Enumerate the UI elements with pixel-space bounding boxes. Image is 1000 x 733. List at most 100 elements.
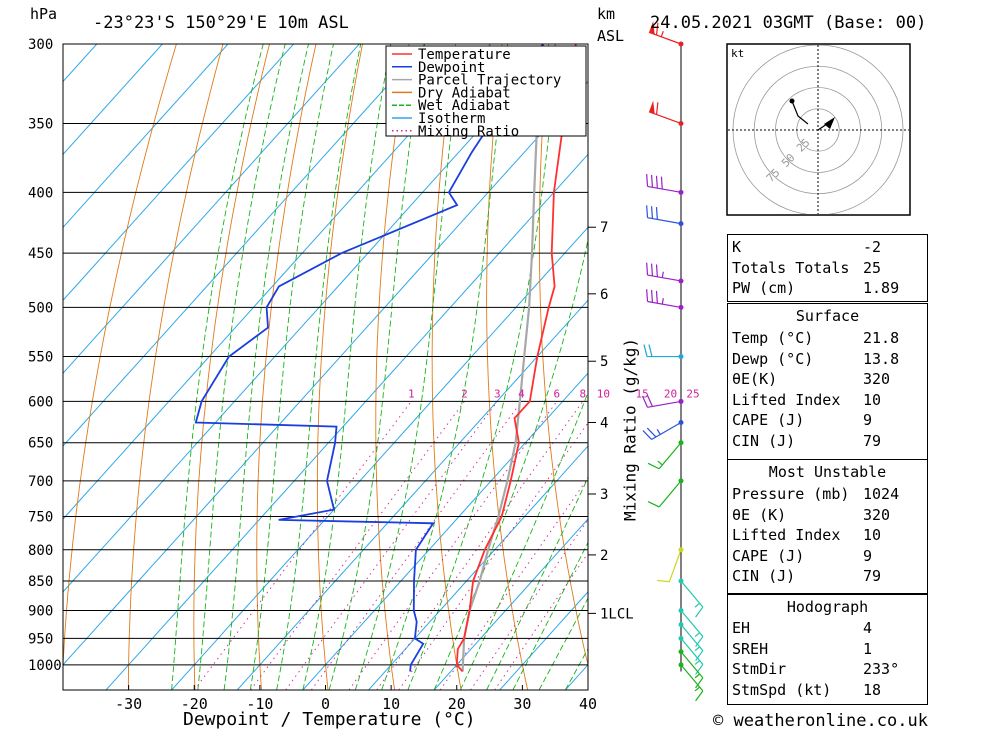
isotherm-line (63, 44, 557, 593)
dry-adiabat-line (256, 44, 317, 690)
isotherm-line (63, 44, 163, 156)
wind-barb (647, 440, 684, 470)
surface-row: θE(K) 320 (732, 370, 891, 389)
wet-adiabat-line (302, 44, 392, 690)
dry-adiabat-line (486, 44, 529, 690)
mixing-ratio-line (285, 401, 498, 690)
wind-barb (678, 635, 704, 675)
mixing-ratio-label: 6 (553, 387, 560, 400)
indices-panel-hodograph: Hodograph EH 4 SREH 1 StmDir 233° StmSpd (k… (727, 594, 928, 705)
mixing-ratio-line (193, 401, 412, 690)
datetime-title: 24.05.2021 03GMT (Base: 00) (650, 13, 927, 33)
legend-label: Temperature (418, 47, 511, 63)
most-unstable-row: Pressure (mb) 1024 (732, 485, 900, 503)
legend-box (385, 45, 587, 137)
dry-adiabat-line (63, 44, 177, 674)
legend-label: Dewpoint (418, 60, 485, 76)
km-tick-label: 5 (600, 354, 608, 370)
index-row-totals: Totals Totals 25 (732, 258, 882, 277)
isotherm-line (63, 44, 98, 83)
pressure-tick-label: 850 (28, 574, 53, 590)
mixing-ratio-label: 4 (518, 387, 525, 400)
dry-adiabat-line (193, 44, 270, 690)
x-tick-label: -20 (181, 695, 208, 713)
dry-adiabat-line (967, 44, 1000, 690)
pressure-tick-label: 450 (28, 246, 53, 262)
pressure-tick-label: 700 (28, 474, 53, 490)
wind-barb (657, 547, 684, 583)
isotherm-line (63, 80, 588, 666)
surface-row: Lifted Index 10 (732, 390, 882, 409)
wet-adiabat-line (459, 391, 588, 690)
hodograph-unit: kt (731, 47, 744, 60)
wind-barb (678, 578, 704, 618)
km-tick-label: 4 (600, 415, 608, 431)
wind-barb (646, 174, 684, 195)
km-tick-label: 6 (600, 287, 608, 303)
hodograph-trace (791, 100, 809, 125)
pressure-unit-label: hPa (30, 5, 58, 23)
wet-adiabat-line (249, 44, 334, 690)
pressure-tick-label: 750 (28, 509, 53, 525)
x-tick-label: -10 (246, 695, 273, 713)
km-tick-label: 2 (600, 548, 608, 564)
wet-adiabat-line (381, 44, 509, 690)
x-tick-label: 40 (579, 695, 597, 713)
wind-barb (646, 262, 684, 284)
surface-row: CAPE (J) 9 (732, 411, 873, 430)
pressure-tick-label: 600 (28, 394, 53, 410)
isotherm-line (368, 445, 588, 690)
surface-title: Surface (795, 307, 860, 325)
x-axis-label: Dewpoint / Temperature (°C) (183, 709, 476, 730)
index-row-k: K -2 (732, 238, 882, 256)
indices-panel-most-unstable: Most Unstable Pressure (mb) 1024 θE (K) 32… (727, 459, 928, 594)
wind-barb (678, 622, 704, 662)
wet-adiabat-line (276, 44, 362, 690)
legend-label: Parcel Trajectory (418, 73, 561, 89)
legend-label: Mixing Ratio (418, 124, 519, 140)
most-unstable-row: θE (K) 320 (732, 505, 891, 524)
dry-adiabat-line (538, 44, 588, 667)
legend-label: Isotherm (418, 111, 485, 127)
most-unstable-title: Most Unstable (768, 463, 887, 481)
mixing-ratio-label: 2 (461, 387, 468, 400)
x-tick-label: 20 (448, 695, 466, 713)
legend-label: Wet Adiabat (418, 98, 511, 114)
pressure-tick-label: 300 (28, 37, 53, 53)
wind-barb (647, 478, 684, 508)
most-unstable-row: CIN (J) 79 (732, 567, 882, 586)
pressure-tick-label: 900 (28, 604, 53, 620)
wet-adiabat-line (223, 44, 309, 690)
wind-barb (641, 394, 684, 408)
legend-label: Dry Adiabat (418, 85, 511, 101)
dry-adiabat-line (127, 44, 224, 690)
wind-barb (648, 21, 684, 47)
wind-barb (646, 289, 684, 310)
km-tick-label: 7 (600, 220, 608, 236)
wind-barb (648, 100, 684, 126)
x-tick-label: 0 (321, 695, 330, 713)
mixing-ratio-line (250, 401, 465, 690)
isotherm-line (63, 44, 229, 229)
mixing-ratio-axis-label: Mixing Ratio (g/kg) (620, 337, 640, 522)
copyright-link[interactable]: © weatheronline.co.uk (713, 711, 928, 731)
pressure-tick-label: 650 (28, 436, 53, 452)
isotherm-line (63, 44, 360, 374)
pressure-tick-label: 1000 (28, 658, 62, 674)
wet-adiabat-line (354, 44, 464, 690)
asl-unit-label: ASL (597, 27, 625, 45)
pressure-tick-label: 350 (28, 116, 53, 132)
surface-row: Temp (°C) 21.8 (732, 329, 900, 347)
hodograph-row: SREH 1 (732, 639, 873, 658)
hodograph-row: EH 4 (732, 619, 873, 637)
wet-adiabat-line (328, 44, 426, 690)
mixing-ratio-label: 20 (664, 387, 677, 400)
pressure-tick-label: 800 (28, 543, 53, 559)
index-row-pw: PW (cm) 1.89 (732, 279, 900, 298)
hodograph-start-dot (789, 98, 795, 104)
indices-panel-surface: Surface Temp (°C) 21.8 Dewp (°C) 13.8 θE(K… (727, 303, 928, 460)
km-tick-label: 1LCL (600, 606, 634, 622)
parcel-curve (461, 44, 545, 672)
mixing-ratio-line (439, 477, 588, 690)
